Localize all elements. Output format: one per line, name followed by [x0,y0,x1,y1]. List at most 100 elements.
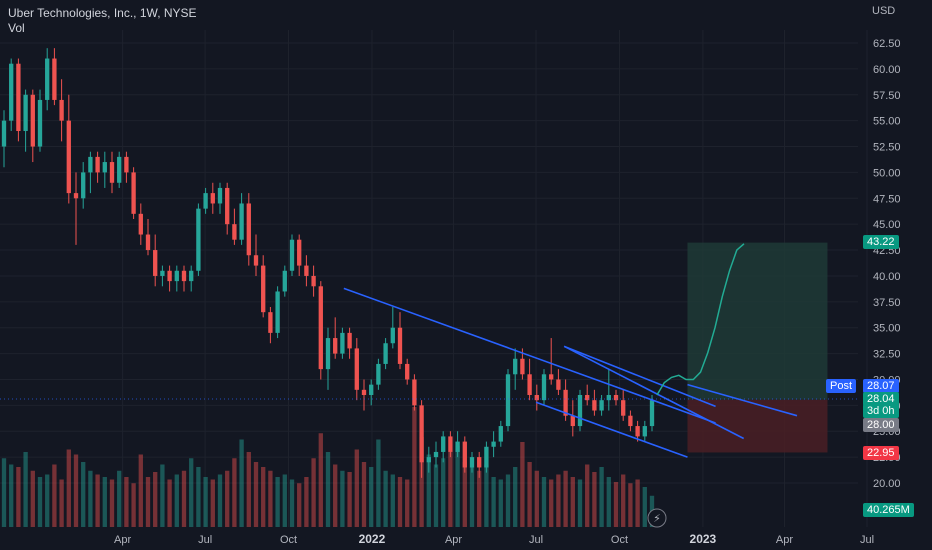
candle-body [189,270,194,282]
candle-body [513,358,518,375]
volume-bar [124,477,129,527]
volume-bar [563,470,568,527]
volume-bar [340,470,345,527]
candle-body [174,270,179,282]
volume-bar [642,487,647,527]
candle-body [131,172,136,214]
candle-body [138,213,143,235]
price-tick-label: 47.50 [873,193,901,205]
candle-body [268,312,273,333]
volume-bar [484,464,489,527]
trendline [563,345,745,440]
volume-bar [585,464,590,527]
candle-body [340,332,345,354]
price-tick-label: 37.50 [873,297,901,309]
volume-bar [261,467,266,527]
bar-countdown: 3d 0h [863,404,899,418]
trendlines[interactable] [343,287,798,458]
replay-icon-circle[interactable] [647,508,667,528]
volume-bar [426,454,431,527]
post-market-price-tag: 28.07 [863,379,899,393]
time-tick-label: Apr [776,534,793,546]
candle-body [541,374,547,401]
candle-body [448,436,453,452]
candle-body [261,265,266,313]
candle-body [649,400,655,427]
candle-body [621,400,626,416]
candle-body [225,187,230,225]
target-zone-rect [687,242,828,400]
volume-bar [239,439,244,527]
volume-bar [635,479,640,527]
candle-body [369,384,374,395]
volume-bar [59,479,64,527]
stop-zone-rect [687,399,828,453]
price-tick-label: 45.00 [873,219,901,231]
candle-body [534,395,539,401]
candle-body [419,405,424,463]
time-tick-label: Oct [280,534,297,546]
price-tick-label: 50.00 [873,167,901,179]
candle-body [361,389,367,395]
grid-lines [0,30,868,527]
candle-body [383,343,388,364]
volume-bar [397,477,403,527]
time-tick-label: Jul [529,534,543,546]
time-axis[interactable]: Apr Jul Oct 2022 Apr Jul Oct 2023 Apr Jul [114,532,874,546]
time-tick-label: Jul [198,534,212,546]
volume-bar [275,477,280,527]
candle-body [109,162,115,183]
volume-bar [138,454,143,527]
candle-body [462,441,467,468]
candle-body [275,291,280,333]
volume-bar [37,477,43,527]
candle-body [88,156,93,173]
price-tick-label: 62.50 [873,38,901,50]
candle-body [613,395,619,401]
candle-body [405,363,410,380]
time-tick-label: Apr [114,534,131,546]
volume-bar [117,470,122,527]
replay-icon[interactable]: ⚡ [653,512,661,525]
volume-bar [95,474,100,527]
stop-price-tag: 22.95 [863,446,899,460]
candle-body [59,99,64,121]
volume-bar [253,462,259,527]
volume-bar [66,449,71,527]
candle-body [239,203,244,240]
volume-bar [73,454,79,527]
volume-bar [153,472,158,527]
volume-bar [304,477,309,527]
candle-body [66,120,71,194]
volume-bar [189,458,194,527]
projection-line [656,243,745,396]
volume-indicator-label[interactable]: Vol [8,21,25,35]
volume-bar [433,464,439,527]
currency-label: USD [872,5,896,17]
candle-body [167,270,172,282]
volume-bar [102,477,107,527]
candle-body [145,234,151,251]
volume-bar [225,470,230,527]
volume-bar [210,479,215,527]
candle-body [469,457,475,468]
candle-body [16,63,21,131]
volume-bar [621,474,626,527]
volume-bars [1,407,655,527]
volume-bar [347,472,352,527]
projection-path [656,243,745,396]
candle-body [318,286,323,370]
candle-body [124,156,129,173]
volume-bar [556,474,561,527]
volume-bar [45,474,50,527]
candle-body [520,358,525,375]
price-tick-label: 55.00 [873,116,901,128]
symbol-title[interactable]: Uber Technologies, Inc., 1W, NYSE [8,6,197,20]
candle-body [333,338,338,354]
candle-body [577,395,583,427]
volume-bar [23,452,28,527]
volume-bar [592,472,597,527]
volume-bar [606,477,611,527]
candle-body [52,58,57,100]
